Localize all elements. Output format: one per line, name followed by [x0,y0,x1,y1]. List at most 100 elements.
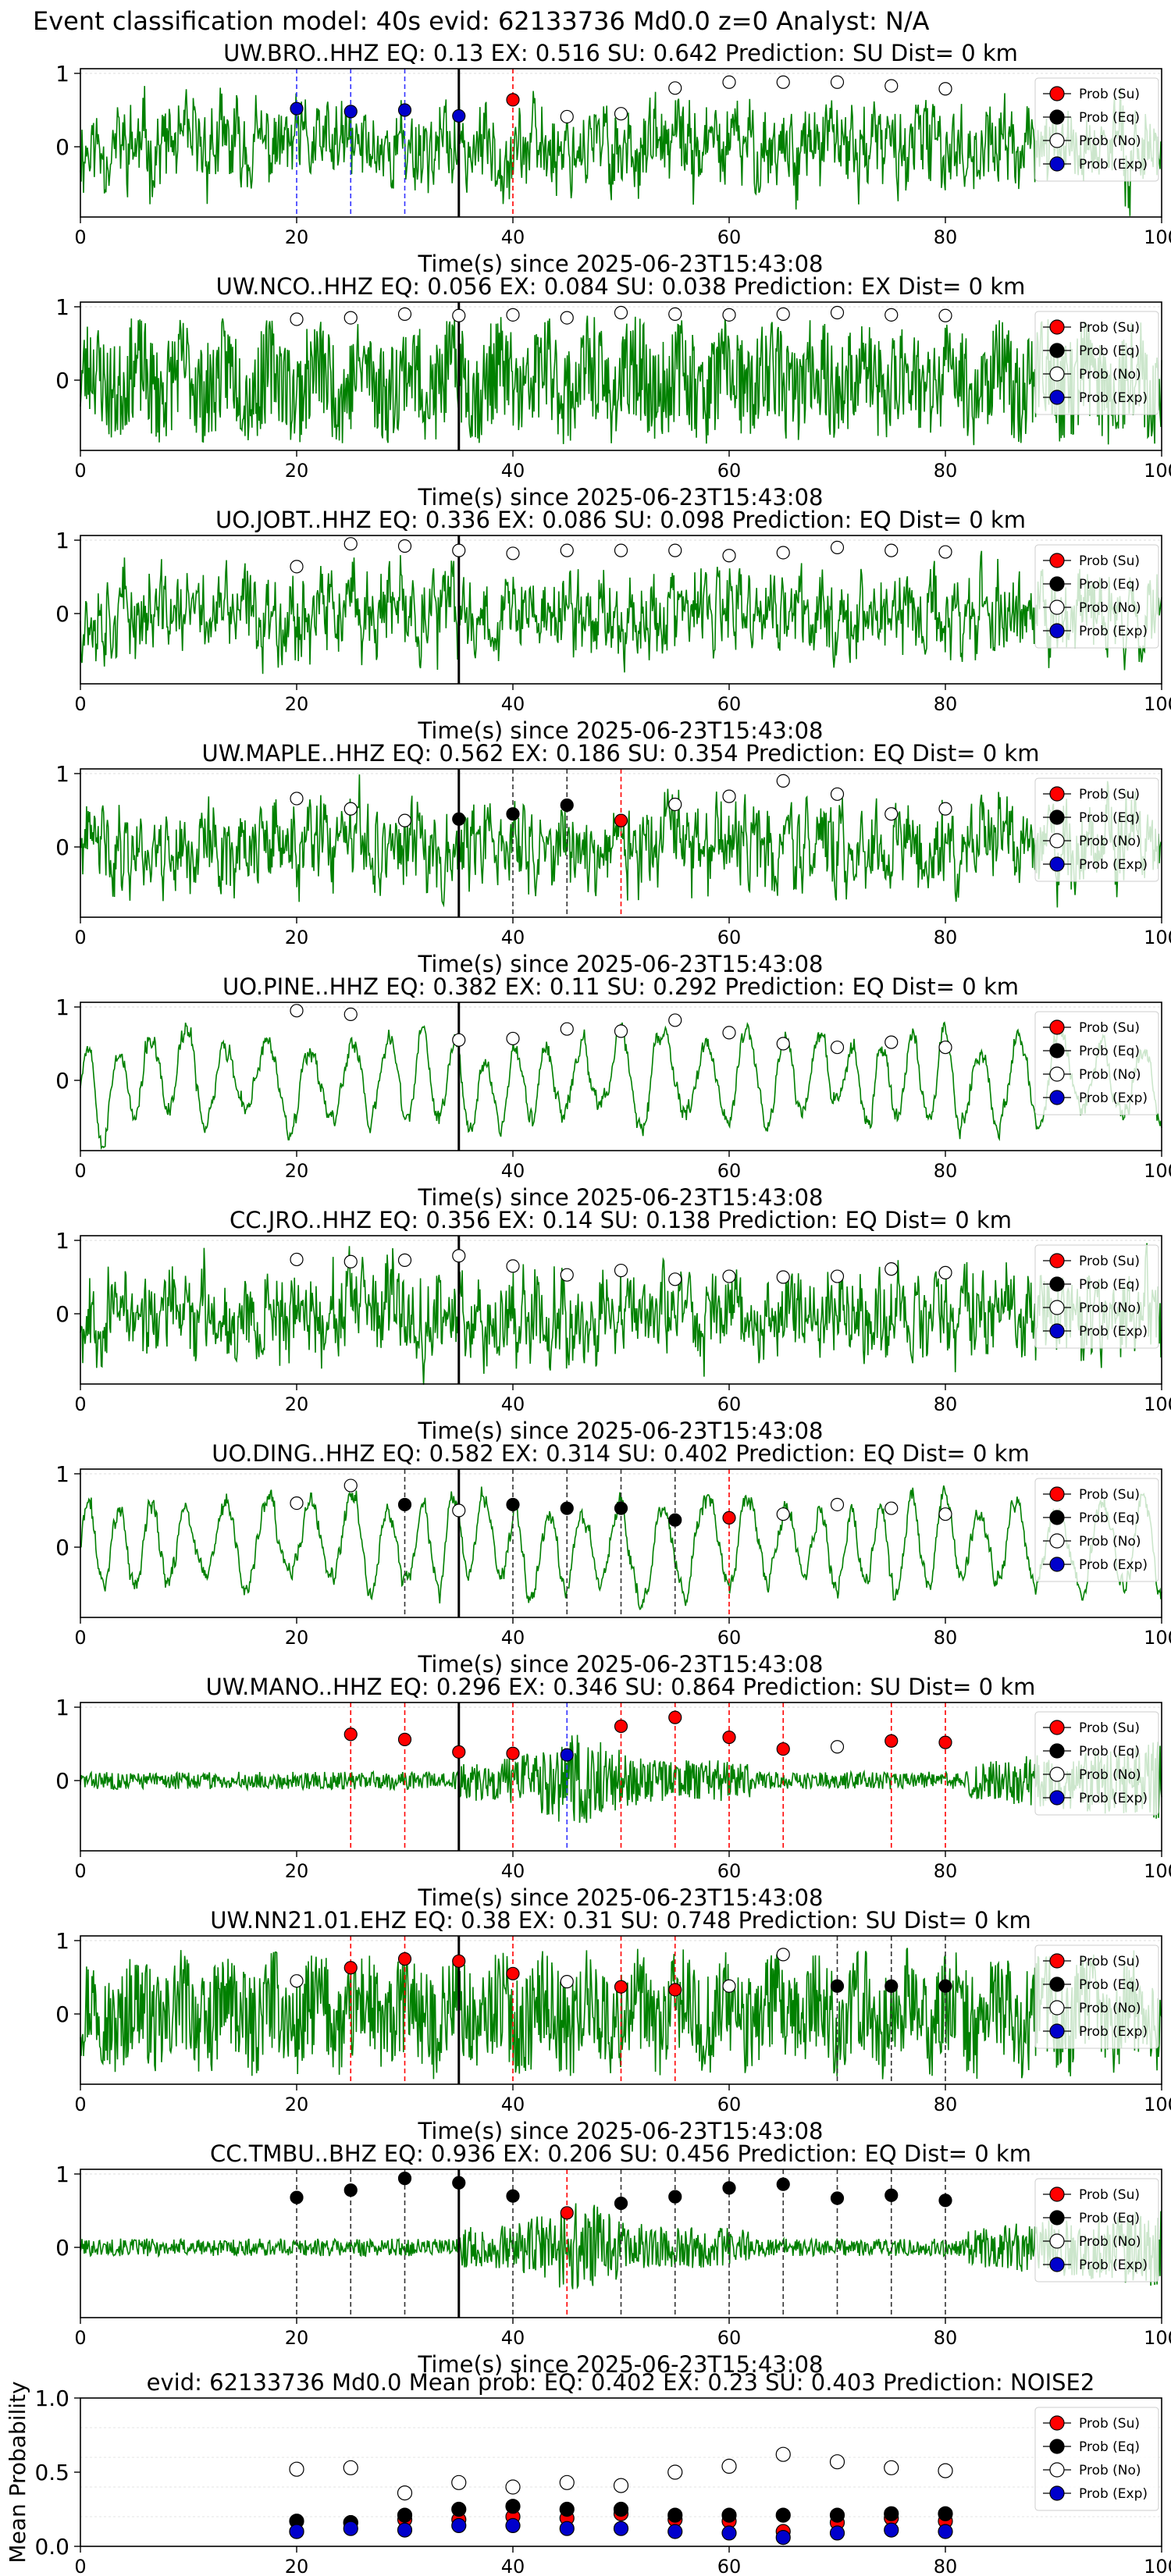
mean-marker-exp [343,2521,358,2536]
x-tick-label: 80 [934,2556,958,2576]
prob-marker-no [830,1269,845,1283]
mean-marker-exp [884,2522,899,2538]
legend-marker-eq [1049,809,1065,825]
prob-marker-no [343,1254,358,1268]
waveform-trace [80,1485,1162,1610]
prob-marker-no [452,1033,466,1047]
prob-marker-no [722,549,736,563]
x-tick-label: 20 [285,693,309,715]
prob-marker-eq [884,1979,899,1993]
prob-marker-no [938,545,952,559]
legend-marker-exp [1049,856,1065,872]
x-tick-label: 0 [74,226,86,248]
prob-marker-no [776,774,790,788]
legend-label-su: Prob (Su) [1079,320,1140,336]
x-tick-label: 0 [74,693,86,715]
prob-marker-no [830,75,845,89]
panel-4: UW.MAPLE..HHZ EQ: 0.562 EX: 0.186 SU: 0.… [55,740,1171,977]
prob-marker-no [938,1041,952,1055]
mean-marker-no [451,2475,467,2490]
x-tick-label: 20 [285,226,309,248]
legend-label-su: Prob (Su) [1079,1720,1140,1736]
waveform-trace [80,774,1162,908]
x-tick-label: 100 [1144,927,1171,948]
legend-marker-su [1049,553,1065,568]
prob-marker-no [722,75,736,89]
prob-marker-no [290,1974,304,1988]
prob-marker-su [560,2206,574,2220]
legend-marker-su [1049,2415,1065,2431]
prob-marker-exp [560,1748,574,1762]
legend-marker-eq [1049,1743,1065,1759]
axes-frame [80,68,1162,218]
legend-marker-eq [1049,1976,1065,1992]
x-tick-label: 80 [934,1393,958,1415]
panel-6: CC.JRO..HHZ EQ: 0.356 EX: 0.14 SU: 0.138… [55,1207,1171,1444]
x-tick-label: 20 [285,2327,309,2349]
prob-marker-no [776,1037,790,1051]
panel-title: UW.NN21.01.EHZ EQ: 0.38 EX: 0.31 SU: 0.7… [210,1907,1030,1934]
legend-marker-no [1049,600,1065,615]
legend-label-eq: Prob (Eq) [1079,1044,1140,1059]
mean-marker-no [289,2461,304,2477]
prob-marker-no [830,305,845,320]
y-tick-label: 1 [55,294,69,320]
x-tick-label: 100 [1144,1160,1171,1182]
prob-marker-no [938,802,952,816]
prob-marker-no [668,797,682,812]
x-axis-label: Time(s) since 2025-06-23T15:43:08 [418,2118,824,2144]
mean-marker-no [613,2478,629,2493]
x-tick-label: 20 [285,2556,309,2576]
legend-label-eq: Prob (Eq) [1079,1744,1140,1759]
prob-marker-no [343,537,358,551]
legend-label-eq: Prob (Eq) [1079,110,1140,126]
legend-marker-eq [1049,343,1065,358]
prob-marker-su [614,1980,628,1994]
prob-marker-su [776,1742,790,1756]
y-tick-label: 0 [55,2235,69,2261]
x-tick-label: 60 [717,1860,742,1882]
prob-marker-no [668,1272,682,1286]
y-tick-label: 0 [55,834,69,860]
axes-frame [80,1935,1162,2085]
mean-marker-exp [505,2517,521,2533]
mean-marker-eq [829,2507,845,2523]
mean-marker-eq [451,2501,467,2517]
x-axis-label: Time(s) since 2025-06-23T15:43:08 [418,951,824,977]
mean-marker-no [343,2460,358,2475]
prob-marker-exp [452,109,466,123]
prob-marker-eq [830,1979,845,1993]
panel-title: UW.MAPLE..HHZ EQ: 0.562 EX: 0.186 SU: 0.… [202,740,1040,767]
legend-box [1034,1478,1159,1582]
legend-marker-no [1049,366,1065,382]
prob-marker-no [830,540,845,555]
legend-label-no: Prob (No) [1079,1300,1141,1316]
prob-marker-eq [722,2181,736,2195]
prob-marker-no [290,1252,304,1267]
prob-marker-no [614,1263,628,1278]
legend-label-exp: Prob (Exp) [1079,1324,1148,1340]
x-tick-label: 100 [1144,693,1171,715]
legend-label-no: Prob (No) [1079,1067,1141,1083]
legend-label-su: Prob (Su) [1079,553,1140,569]
x-tick-label: 0 [74,1393,86,1415]
legend-marker-exp [1049,2023,1065,2039]
x-tick-label: 60 [717,693,742,715]
prob-marker-eq [397,2172,412,2186]
y-tick-label: 0 [55,1535,69,1560]
prob-marker-no [397,1253,412,1267]
axes-frame [80,1002,1162,1151]
legend-label-no: Prob (No) [1079,2001,1141,2016]
axes-frame [80,1235,1162,1385]
legend-marker-no [1049,2462,1065,2478]
axes-frame [80,535,1162,685]
x-tick-label: 60 [717,1627,742,1649]
legend-box [1034,77,1159,182]
x-tick-label: 60 [717,927,742,948]
legend-label-eq: Prob (Eq) [1079,343,1140,359]
prob-marker-no [506,546,520,560]
legend-marker-eq [1049,2210,1065,2226]
y-tick-label: 0 [55,601,69,627]
mean-marker-exp [289,2524,304,2539]
legend-label-eq: Prob (Eq) [1079,1277,1140,1293]
